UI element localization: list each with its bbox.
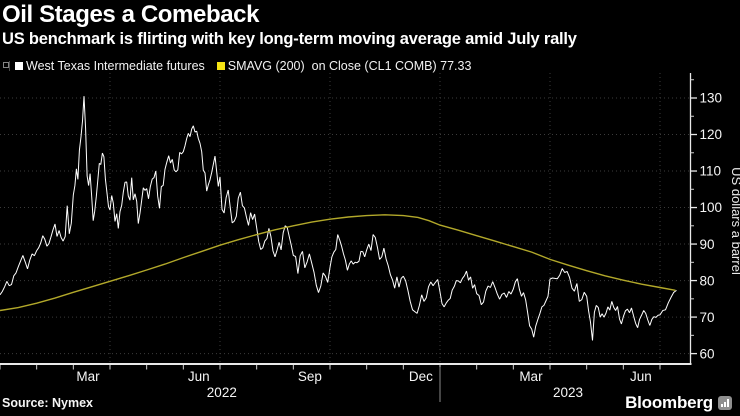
y-axis-ticks: 60 70 80 90 100 110 120 130	[690, 79, 723, 361]
svg-text:Jun: Jun	[188, 369, 210, 384]
bloomberg-chart-icon	[718, 396, 732, 410]
svg-text:2022: 2022	[207, 385, 237, 400]
smavg-line	[0, 214, 676, 312]
svg-text:Sep: Sep	[298, 369, 322, 384]
axes	[0, 73, 692, 365]
svg-text:60: 60	[700, 346, 715, 361]
chart-subtitle: US benchmark is flirting with key long-t…	[2, 30, 577, 48]
svg-text:70: 70	[700, 310, 715, 325]
wti-price-line	[0, 96, 677, 341]
svg-text:130: 130	[700, 91, 723, 106]
svg-text:Jun: Jun	[630, 369, 652, 384]
svg-text:90: 90	[700, 237, 715, 252]
svg-text:110: 110	[700, 164, 722, 179]
svg-text:80: 80	[700, 273, 715, 288]
source-note: Source: Nymex	[2, 396, 94, 410]
svg-text:Dec: Dec	[409, 369, 433, 384]
smavg-legend-label[interactable]: SMAVG (200) on Close (CL1 COMB) 77.33	[227, 59, 472, 73]
svg-text:2023: 2023	[553, 385, 583, 400]
svg-text:Mar: Mar	[519, 369, 543, 384]
panel-flag-icon	[3, 60, 12, 72]
chart-legend: West Texas Intermediate futures SMAVG (2…	[3, 59, 483, 73]
bloomberg-brand: Bloomberg	[625, 393, 732, 413]
grid-lines	[0, 73, 690, 364]
smavg-legend-swatch-icon	[216, 62, 225, 70]
svg-text:120: 120	[700, 127, 723, 142]
y-axis-title: US dollars a barrel	[729, 167, 740, 275]
bloomberg-wordmark: Bloomberg	[625, 393, 713, 412]
wti-legend-label[interactable]: West Texas Intermediate futures	[26, 59, 205, 73]
svg-text:Mar: Mar	[76, 369, 100, 384]
svg-text:100: 100	[700, 200, 723, 215]
wti-legend-swatch-icon	[15, 62, 23, 70]
chart-title: Oil Stages a Comeback	[2, 1, 260, 28]
